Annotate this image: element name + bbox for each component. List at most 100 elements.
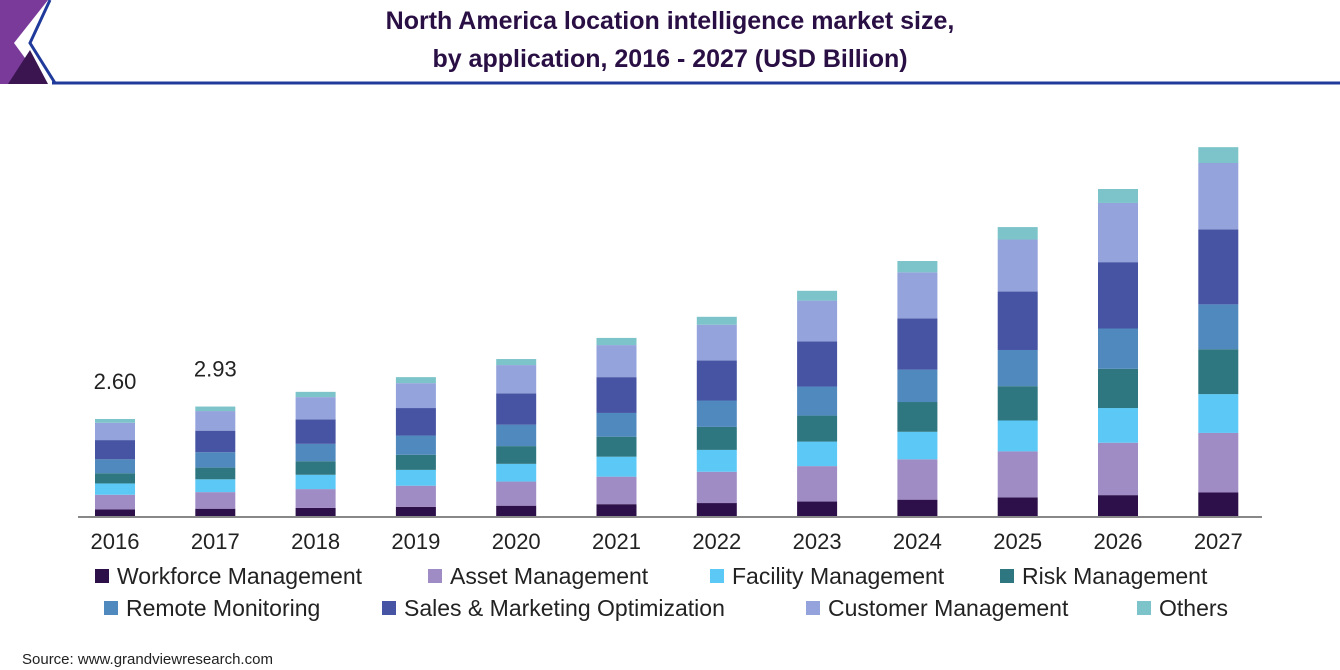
bar-segment-2016-sales-marketing-optimization [95,440,135,460]
legend-label-3: Risk Management [1022,563,1208,589]
data-label-2016: 2.60 [94,369,137,394]
bar-segment-2020-remote-monitoring [496,424,537,447]
bar-segment-2025-facility-management [997,420,1038,452]
bar-segment-2027-sales-marketing-optimization [1198,229,1239,305]
bar-segment-2020-risk-management [496,446,537,464]
bar-segment-2017-workforce-management [195,508,236,517]
bar-segment-2019-customer-management [395,383,436,409]
legend-label-0: Workforce Management [117,563,363,589]
bar-segment-2020-asset-management [496,481,537,506]
bar-segment-2019-others [395,377,436,384]
bar-segment-2016-remote-monitoring [95,459,135,474]
bar-segment-2025-asset-management [997,451,1038,498]
legend-label-4: Remote Monitoring [126,595,320,621]
bar-segment-2024-workforce-management [897,499,938,517]
legend-swatch-1 [428,569,442,583]
bar-segment-2016-asset-management [95,494,135,510]
legend-label-7: Others [1159,595,1228,621]
data-labels: 2.60 2.93 [94,357,237,394]
legend-swatch-3 [1000,569,1014,583]
bar-segment-2026-others [1098,189,1138,203]
bar-segment-2018-asset-management [295,489,336,508]
bars [95,147,1239,517]
bar-segment-2021-sales-marketing-optimization [596,377,637,413]
bar-segment-2020-customer-management [496,365,537,394]
bar-segment-2020-others [496,359,537,366]
source-text: Source: www.grandviewresearch.com [22,651,273,668]
brand-header [0,0,1340,85]
bar-segment-2024-remote-monitoring [897,369,938,403]
bar-segment-2020-sales-marketing-optimization [496,393,537,425]
bar-segment-2017-others [195,406,236,412]
bar-segment-2017-asset-management [195,492,236,509]
bar-segment-2018-risk-management [295,461,336,475]
bar-segment-2018-others [295,391,336,398]
bar-segment-2026-customer-management [1098,202,1138,263]
logo-chevron [28,0,57,84]
bar-segment-2022-others [696,316,737,325]
bar-segment-2026-sales-marketing-optimization [1098,262,1138,329]
legend-label-2: Facility Management [732,563,945,589]
bar-segment-2020-facility-management [496,463,537,482]
bar-segment-2019-remote-monitoring [395,435,436,455]
bar-segment-2019-workforce-management [395,506,436,517]
bar-segment-2018-sales-marketing-optimization [295,419,336,444]
bar-segment-2023-sales-marketing-optimization [797,341,838,387]
bar-segment-2018-workforce-management [295,507,336,517]
bar-segment-2017-customer-management [195,411,236,431]
bar-segment-2023-workforce-management [797,501,838,517]
bar-segment-2024-sales-marketing-optimization [897,318,938,370]
bar-segment-2022-asset-management [696,471,737,504]
bar-segment-2017-sales-marketing-optimization [195,430,236,453]
x-tick-2024: 2024 [893,529,942,554]
bar-segment-2024-asset-management [897,459,938,500]
bar-segment-2027-remote-monitoring [1198,304,1239,350]
bar-segment-2024-customer-management [897,272,938,319]
x-tick-2027: 2027 [1194,529,1243,554]
chart-title: North America location intelligence mark… [386,7,955,35]
bar-segment-2027-facility-management [1198,394,1239,433]
bar-segment-2022-facility-management [696,449,737,472]
x-tick-2017: 2017 [191,529,240,554]
bar-segment-2021-risk-management [596,436,637,457]
bar-segment-2019-risk-management [395,454,436,470]
x-tick-labels: 2016 2017 2018 2019 2020 2021 2022 2023 2024 2025… [91,529,1243,554]
bar-segment-2026-asset-management [1098,442,1138,496]
bar-segment-2022-risk-management [696,426,737,450]
bar-segment-2017-risk-management [195,467,236,480]
bar-segment-2023-customer-management [797,300,838,342]
bar-segment-2025-others [997,227,1038,240]
bar-segment-2024-others [897,261,938,273]
legend-swatch-5 [382,601,396,615]
bar-segment-2026-risk-management [1098,368,1138,409]
x-tick-2026: 2026 [1094,529,1143,554]
bar-segment-2027-risk-management [1198,349,1239,395]
bar-segment-2018-customer-management [295,397,336,420]
bar-segment-2026-remote-monitoring [1098,328,1138,369]
data-label-2017: 2.93 [194,357,237,382]
bar-segment-2025-sales-marketing-optimization [997,291,1038,350]
bar-segment-2022-workforce-management [696,503,737,517]
bar-segment-2027-workforce-management [1198,492,1239,517]
bar-segment-2017-facility-management [195,479,236,493]
x-tick-2019: 2019 [391,529,440,554]
legend: Workforce Management Asset Management Faci… [95,563,1228,621]
legend-swatch-2 [710,569,724,583]
legend-swatch-7 [1137,601,1151,615]
bar-segment-2024-risk-management [897,402,938,432]
x-tick-2021: 2021 [592,529,641,554]
bar-segment-2016-risk-management [95,473,135,484]
x-tick-2016: 2016 [91,529,140,554]
legend-label-5: Sales & Marketing Optimization [404,595,725,621]
bar-segment-2019-asset-management [395,485,436,507]
bar-segment-2021-remote-monitoring [596,412,637,437]
bar-segment-2026-workforce-management [1098,495,1138,517]
bar-segment-2025-workforce-management [997,497,1038,517]
bar-segment-2016-customer-management [95,422,135,441]
bar-segment-2019-facility-management [395,469,436,486]
bar-segment-2027-customer-management [1198,162,1239,230]
legend-label-1: Asset Management [450,563,649,589]
x-tick-2025: 2025 [993,529,1042,554]
bar-segment-2023-facility-management [797,441,838,467]
